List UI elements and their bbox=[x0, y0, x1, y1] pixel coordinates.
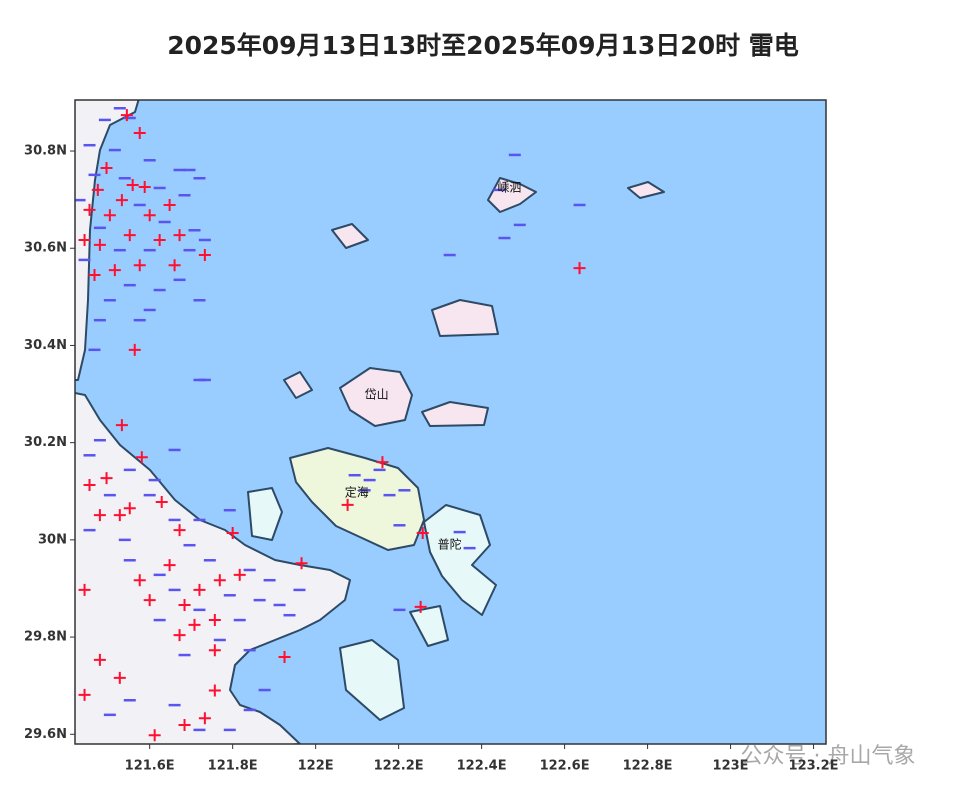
positive-strike bbox=[155, 495, 168, 508]
island bbox=[331, 223, 369, 249]
positive-strike bbox=[133, 259, 146, 272]
positive-strike bbox=[198, 249, 211, 262]
y-tick-label: 30.2N bbox=[24, 435, 67, 450]
positive-strike bbox=[93, 238, 106, 251]
positive-strike bbox=[233, 568, 246, 581]
positive-strike bbox=[163, 198, 176, 211]
place-label: 定海 bbox=[345, 485, 369, 500]
positive-strike bbox=[295, 557, 308, 570]
positive-strike bbox=[416, 527, 429, 540]
positive-strike bbox=[208, 684, 221, 697]
positive-strike bbox=[78, 688, 91, 701]
place-label: 普陀 bbox=[438, 537, 462, 552]
positive-strike bbox=[173, 629, 186, 642]
x-tick-label: 122.6E bbox=[540, 759, 590, 774]
island bbox=[283, 371, 313, 399]
x-tick-label: 121.6E bbox=[125, 759, 175, 774]
positive-strike bbox=[83, 478, 96, 491]
shengsi-island bbox=[487, 177, 537, 213]
positive-strike bbox=[198, 712, 211, 725]
positive-strike bbox=[173, 524, 186, 537]
positive-strike bbox=[100, 162, 113, 175]
positive-strike bbox=[113, 509, 126, 522]
y-tick-label: 29.8N bbox=[24, 630, 67, 645]
y-tick-label: 30N bbox=[38, 532, 67, 547]
positive-strike bbox=[115, 419, 128, 432]
positive-strike bbox=[88, 268, 101, 281]
positive-strike bbox=[123, 229, 136, 242]
island bbox=[627, 181, 665, 199]
x-tick-label: 122.2E bbox=[374, 759, 424, 774]
x-tick-label: 122.8E bbox=[623, 759, 673, 774]
mainland-north bbox=[75, 100, 140, 381]
positive-strike bbox=[128, 343, 141, 356]
y-tick-label: 30.4N bbox=[24, 338, 67, 353]
positive-strike bbox=[93, 509, 106, 522]
x-tick-label: 122E bbox=[298, 759, 334, 774]
positive-strike bbox=[108, 264, 121, 277]
jintang-island bbox=[247, 487, 283, 541]
x-tick-label: 123E bbox=[713, 759, 749, 774]
positive-strike bbox=[213, 574, 226, 587]
positive-strike bbox=[153, 233, 166, 246]
positive-strike bbox=[100, 472, 113, 485]
x-tick-label: 121.8E bbox=[208, 759, 258, 774]
positive-strike bbox=[208, 644, 221, 657]
positive-strike bbox=[163, 559, 176, 572]
positive-strike bbox=[226, 527, 239, 540]
y-tick-label: 30.6N bbox=[24, 241, 67, 256]
island bbox=[409, 605, 449, 647]
positive-strike bbox=[83, 203, 96, 216]
positive-strike bbox=[168, 259, 181, 272]
x-tick-label: 122.4E bbox=[457, 759, 507, 774]
positive-strike bbox=[178, 598, 191, 611]
island bbox=[421, 401, 489, 427]
positive-strike bbox=[103, 209, 116, 222]
positive-strike bbox=[414, 600, 427, 613]
positive-strike bbox=[133, 574, 146, 587]
positive-strike bbox=[115, 194, 128, 207]
y-tick-label: 30.8N bbox=[24, 144, 67, 159]
positive-strike bbox=[376, 456, 389, 469]
positive-strike bbox=[123, 502, 136, 515]
positive-strike bbox=[138, 181, 151, 194]
positive-strike bbox=[148, 729, 161, 742]
lightning bbox=[75, 107, 586, 742]
positive-strike bbox=[143, 209, 156, 222]
positive-strike bbox=[278, 650, 291, 663]
y-tick-label: 29.6N bbox=[24, 727, 67, 742]
positive-strike bbox=[78, 583, 91, 596]
positive-strike bbox=[188, 618, 201, 631]
x-tick-label: 123.2E bbox=[789, 759, 839, 774]
putuo-island bbox=[423, 504, 497, 616]
liuheng-island bbox=[339, 639, 405, 721]
positive-strike bbox=[126, 179, 139, 192]
positive-strike bbox=[120, 109, 133, 122]
positive-strike bbox=[91, 183, 104, 196]
positive-strike bbox=[208, 614, 221, 627]
daishan-island bbox=[339, 367, 413, 427]
place-label: 岱山 bbox=[365, 388, 389, 402]
positive-strike bbox=[341, 498, 354, 511]
watermark: 公众号 · 舟山气象 bbox=[741, 744, 916, 769]
positive-strike bbox=[113, 671, 126, 684]
positive-strike bbox=[135, 451, 148, 464]
positive-strike bbox=[193, 583, 206, 596]
zhoushan-island bbox=[289, 447, 425, 551]
positive-strike bbox=[133, 127, 146, 140]
positive-strike bbox=[178, 719, 191, 732]
positive-strike bbox=[173, 229, 186, 242]
positive-strike bbox=[78, 233, 91, 246]
positive-strike bbox=[93, 653, 106, 666]
positive-strike bbox=[573, 262, 586, 275]
positive-strike bbox=[143, 594, 156, 607]
island bbox=[431, 299, 499, 337]
place-label: 嵊泗 bbox=[497, 180, 521, 194]
land bbox=[75, 100, 665, 744]
map-title: 2025年09月13日13时至2025年09月13日20时 雷电 bbox=[167, 31, 799, 60]
plot-frame bbox=[74, 99, 827, 745]
mainland-south bbox=[75, 391, 351, 744]
